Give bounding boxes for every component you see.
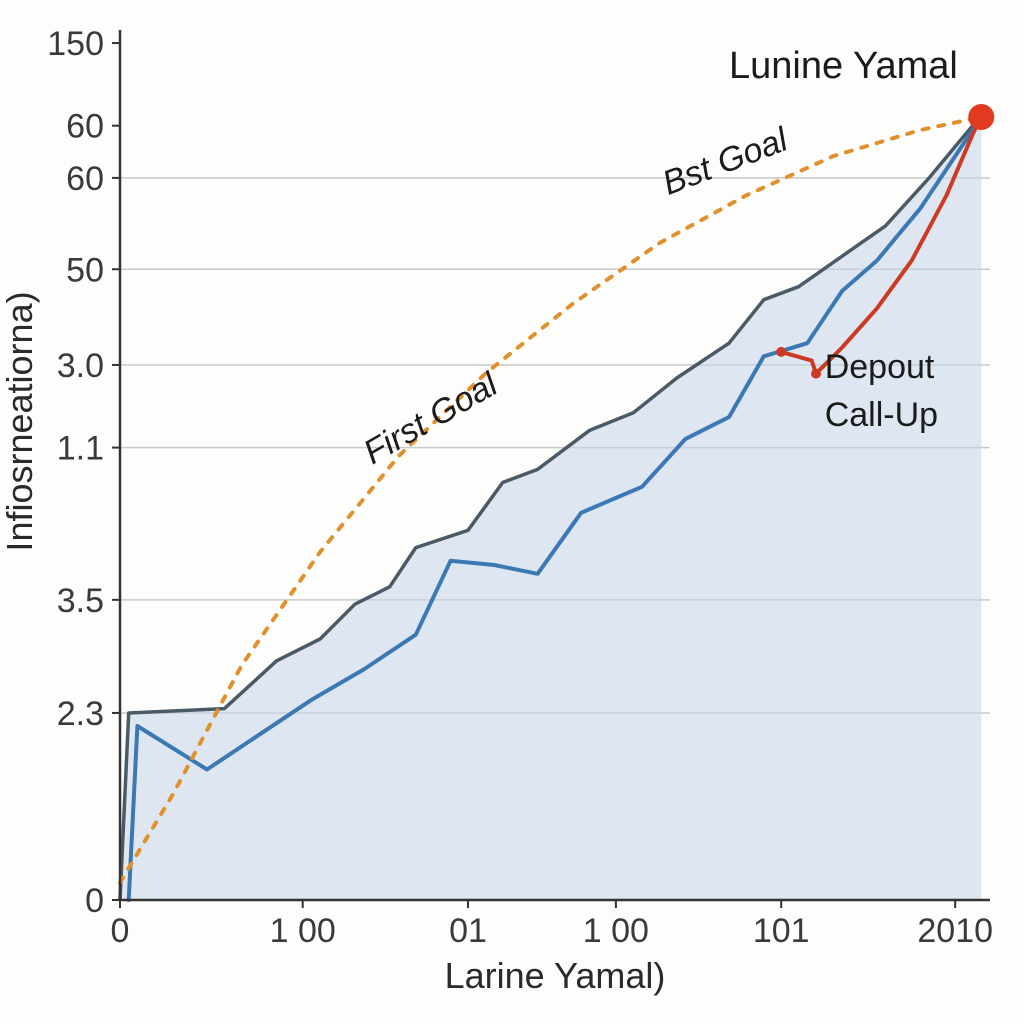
end-marker [968, 104, 994, 130]
y-tick-label: 2.3 [57, 695, 104, 733]
chart-container: 0 2.3 3.5 1.1 3.0 50 60 60 150 0 1 00 01 1 00 101 2010… [0, 0, 1024, 1024]
x-tick-label: 101 [753, 912, 810, 950]
x-tick-label: 0 [111, 912, 130, 950]
x-tick-label: 1 00 [270, 912, 336, 950]
chart-svg: 0 2.3 3.5 1.1 3.0 50 60 60 150 0 1 00 01 1 00 101 2010… [0, 0, 1024, 1024]
x-tick-label: 01 [449, 912, 487, 950]
y-tick-label: 1.1 [57, 430, 104, 468]
y-tick-label: 150 [47, 25, 104, 63]
y-tick-label: 60 [66, 160, 104, 198]
y-tick-label: 3.5 [57, 582, 104, 620]
x-tick-label: 2010 [917, 912, 993, 950]
y-tick-label: 50 [66, 251, 104, 289]
y-tick-label: 3.0 [57, 347, 104, 385]
x-axis-title: Larine Yamal) [445, 955, 666, 996]
annotation-callup: Call-Up [825, 396, 938, 434]
x-tick-label: 1 00 [583, 912, 649, 950]
annotation-end_label: Lunine Yamal [729, 45, 958, 87]
y-tick-label: 0 [85, 882, 104, 920]
y-tick-label: 60 [66, 108, 104, 146]
y-axis-title: Infiosrneatiorna) [0, 291, 40, 551]
red-small-marker [811, 369, 821, 379]
annotation-depout: Depout [825, 348, 935, 386]
red-small-marker [776, 347, 786, 357]
